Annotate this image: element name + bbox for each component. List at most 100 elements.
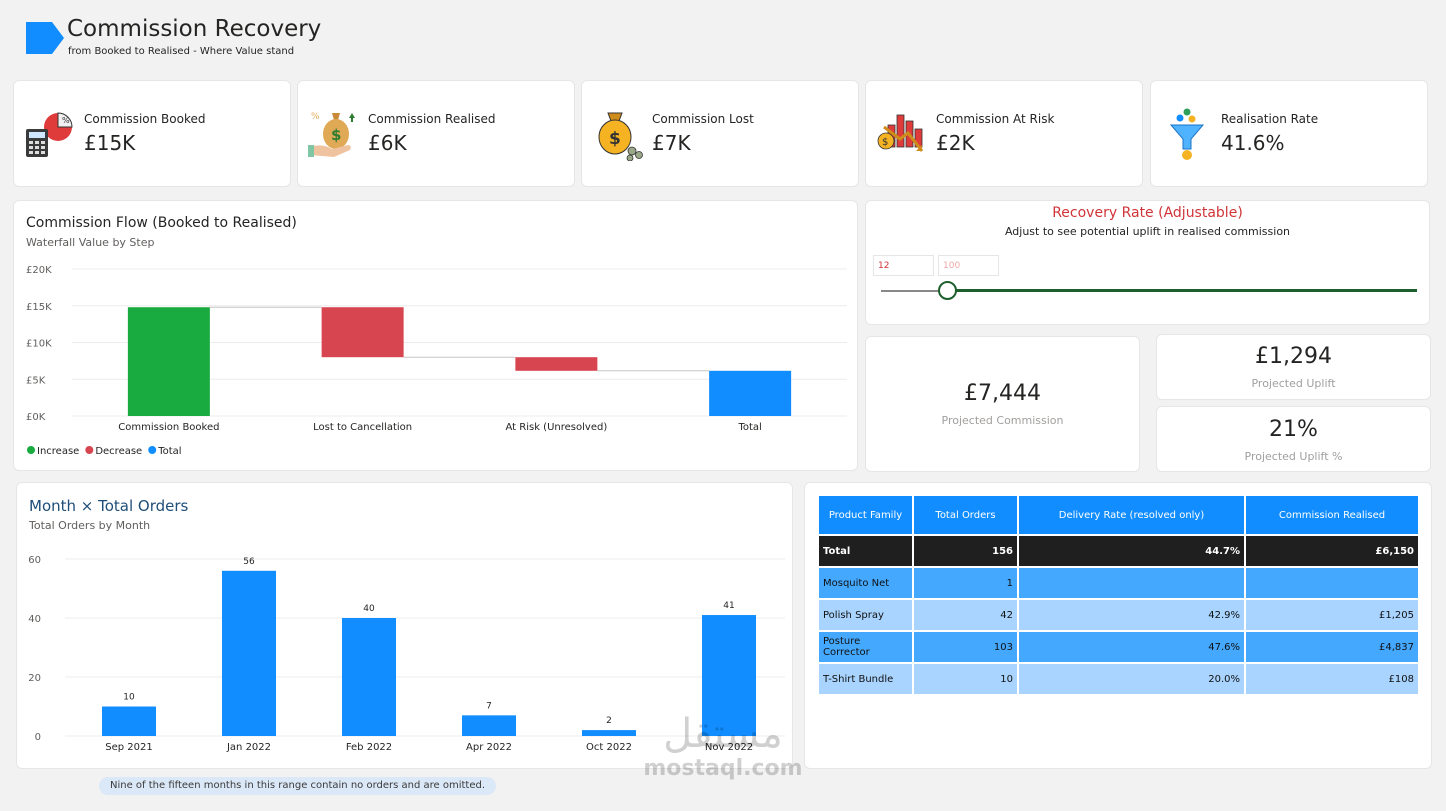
- y-tick-label: 60: [28, 555, 41, 566]
- chart-title: Commission Flow (Booked to Realised): [26, 215, 297, 231]
- table-row[interactable]: Posture Corrector 103 47.6% £4,837: [819, 632, 1418, 662]
- kpi-card-commission-lost[interactable]: $ Commission Lost £7K: [581, 80, 859, 187]
- cell: Mosquito Net: [819, 568, 912, 598]
- cell: Polish Spray: [819, 600, 912, 630]
- projected-uplift-pct-card: 21% Projected Uplift %: [1156, 406, 1431, 472]
- data-label: 56: [243, 557, 255, 567]
- orders-bar: [462, 715, 516, 736]
- projected-uplift-label: Projected Uplift: [1251, 377, 1336, 390]
- kpi-card-realisation-rate[interactable]: Realisation Rate 41.6%: [1150, 80, 1428, 187]
- cell: 44.7%: [1019, 536, 1244, 566]
- orders-bar: [222, 570, 276, 736]
- page-subtitle: from Booked to Realised - Where Value st…: [68, 46, 295, 57]
- waterfall-bar: [321, 307, 404, 358]
- x-tick-label: Lost to Cancellation: [313, 422, 412, 433]
- kpi-label: Commission Lost: [652, 112, 754, 126]
- money-bag-coins-icon: $: [592, 107, 644, 162]
- cell: [1019, 568, 1244, 598]
- slider-min-input[interactable]: 12: [873, 255, 934, 276]
- table-header-row: Product Family Total Orders Delivery Rat…: [819, 496, 1418, 534]
- kpi-value: £2K: [936, 131, 975, 155]
- cell: 42: [914, 600, 1017, 630]
- table-row[interactable]: T-Shirt Bundle 10 20.0% £108: [819, 664, 1418, 694]
- kpi-value: £15K: [84, 131, 136, 155]
- page-title: Commission Recovery: [67, 16, 322, 42]
- y-tick-label: £10K: [26, 339, 52, 350]
- waterfall-bar: [709, 370, 792, 416]
- orders-bar: [582, 730, 636, 736]
- legend-label: Decrease: [95, 446, 142, 457]
- kpi-label: Commission Booked: [84, 112, 206, 126]
- orders-bar: [702, 615, 756, 736]
- kpi-label: Commission Realised: [368, 112, 496, 126]
- y-tick-label: 0: [35, 732, 41, 743]
- table-row[interactable]: Polish Spray 42 42.9% £1,205: [819, 600, 1418, 630]
- cell: Posture Corrector: [819, 632, 912, 662]
- watermark-url: mostaql.com: [643, 756, 803, 781]
- cell: 1: [914, 568, 1017, 598]
- recovery-rate-card: Recovery Rate (Adjustable) Adjust to see…: [865, 200, 1430, 325]
- slider-track-filled[interactable]: [881, 290, 949, 292]
- legend-marker: [27, 446, 35, 454]
- cell: [1246, 568, 1418, 598]
- omitted-months-note: Nine of the fifteen months in this range…: [99, 777, 496, 795]
- cell: 103: [914, 632, 1017, 662]
- kpi-card-commission-booked[interactable]: % Commission Booked £15K: [13, 80, 291, 187]
- product-family-table-card: Product Family Total Orders Delivery Rat…: [804, 482, 1432, 769]
- projected-commission-card: £7,444 Projected Commission: [865, 336, 1140, 472]
- column-header[interactable]: Product Family: [819, 496, 912, 534]
- recovery-subtitle: Adjust to see potential uplift in realis…: [1004, 225, 1291, 238]
- projected-uplift-pct-label: Projected Uplift %: [1244, 450, 1343, 463]
- data-label: 40: [363, 604, 375, 614]
- cell: 47.6%: [1019, 632, 1244, 662]
- projected-uplift-card: £1,294 Projected Uplift: [1156, 334, 1431, 400]
- y-tick-label: £20K: [26, 265, 52, 276]
- column-header[interactable]: Commission Realised: [1246, 496, 1418, 534]
- watermark-arabic: مستقل: [663, 711, 783, 757]
- chart-subtitle: Total Orders by Month: [29, 519, 151, 532]
- kpi-label: Commission At Risk: [936, 112, 1055, 126]
- falling-chart-icon: $: [876, 107, 928, 161]
- kpi-card-commission-at-risk[interactable]: $ Commission At Risk £2K: [865, 80, 1143, 187]
- data-label: 2: [606, 716, 612, 726]
- x-tick-label: Feb 2022: [346, 742, 392, 753]
- slider-handle[interactable]: [938, 281, 957, 300]
- kpi-card-commission-realised[interactable]: $ % Commission Realised £6K: [297, 80, 575, 187]
- chart-title: Month × Total Orders: [29, 497, 189, 515]
- legend-marker: [85, 446, 94, 454]
- column-header[interactable]: Total Orders: [914, 496, 1017, 534]
- report-logo: [26, 22, 64, 54]
- recovery-title: Recovery Rate (Adjustable): [1052, 205, 1243, 221]
- cell: Total: [819, 536, 912, 566]
- projected-commission-label: Projected Commission: [941, 414, 1064, 427]
- y-tick-label: 20: [28, 673, 41, 684]
- x-tick-label: Sep 2021: [105, 742, 152, 753]
- y-tick-label: £0K: [26, 412, 46, 423]
- month-orders-chart[interactable]: 0 20 40 60 10 Sep 2021 56 Jan 2022 40 Feb 2022 7 Ap…: [17, 483, 792, 768]
- slider-track[interactable]: [956, 289, 1417, 292]
- cell: 156: [914, 536, 1017, 566]
- x-tick-label: At Risk (Unresolved): [506, 422, 608, 433]
- kpi-label: Realisation Rate: [1221, 112, 1319, 126]
- kpi-value: £6K: [368, 131, 407, 155]
- money-bag-hand-icon: $ %: [308, 107, 360, 161]
- table-row[interactable]: Mosquito Net 1: [819, 568, 1418, 598]
- svg-text:$: $: [882, 137, 888, 148]
- cell: 42.9%: [1019, 600, 1244, 630]
- orders-bar: [342, 618, 396, 736]
- cell: £4,837: [1246, 632, 1418, 662]
- y-tick-label: 40: [28, 614, 41, 625]
- data-label: 41: [723, 601, 734, 611]
- cell: £6,150: [1246, 536, 1418, 566]
- slider-max-input[interactable]: 100: [938, 255, 999, 276]
- svg-text:%: %: [311, 112, 320, 122]
- svg-text:$: $: [609, 129, 621, 149]
- orders-bar: [102, 706, 156, 736]
- watermark-logo: مستقل mostaql.com: [633, 712, 813, 792]
- waterfall-chart[interactable]: £0K £5K £10K £15K £20K Commission Booked Lost …: [14, 201, 857, 470]
- y-tick-label: £5K: [26, 375, 46, 386]
- svg-text:%: %: [62, 116, 70, 125]
- kpi-value: 41.6%: [1221, 131, 1285, 155]
- column-header[interactable]: Delivery Rate (resolved only): [1019, 496, 1244, 534]
- cell: T-Shirt Bundle: [819, 664, 912, 694]
